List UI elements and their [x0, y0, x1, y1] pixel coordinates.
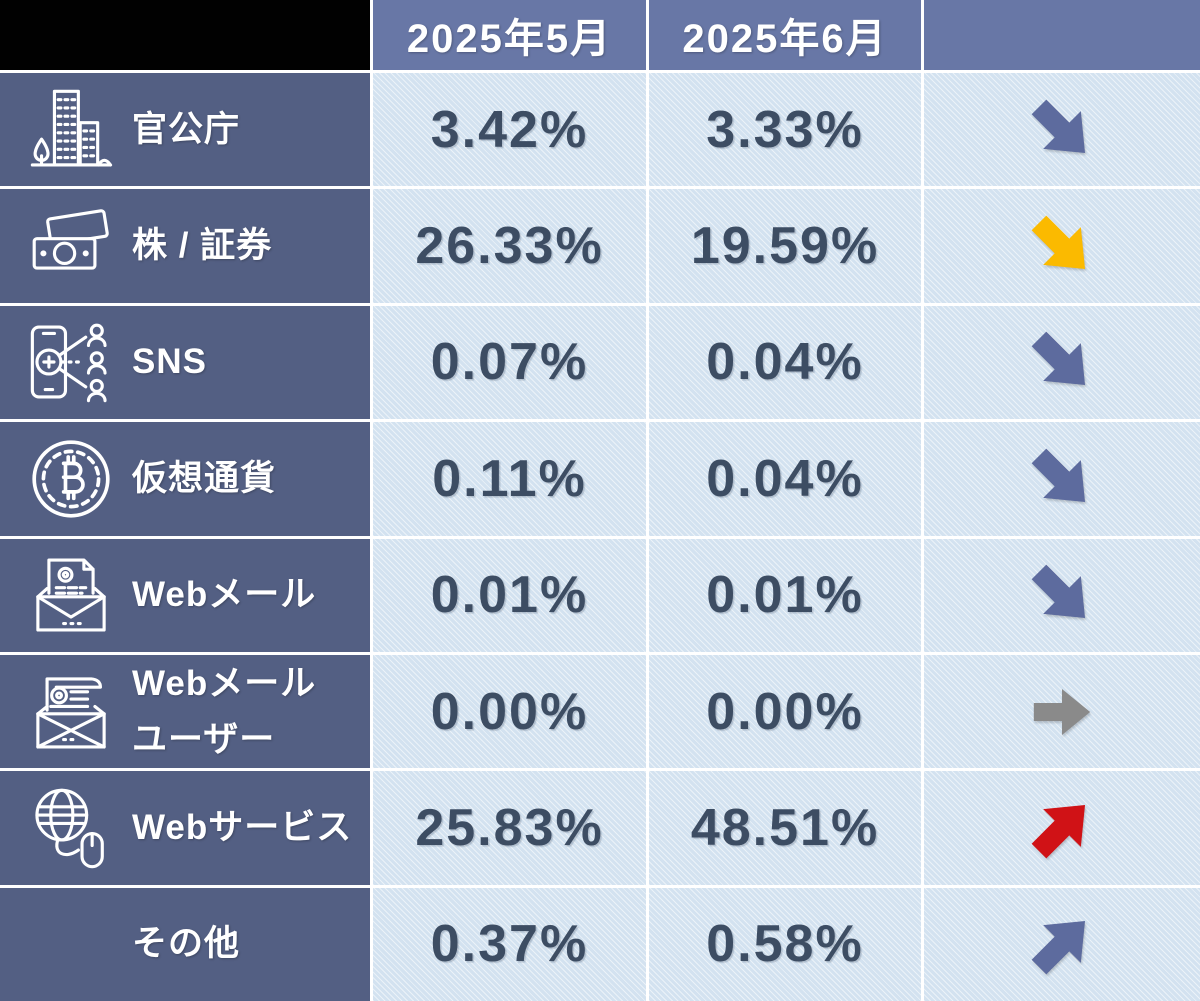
category-label: Webメール ユーザー — [132, 663, 317, 759]
trend-right-arrow-icon — [924, 654, 1200, 769]
webmail-user-icon — [18, 659, 124, 765]
category-cell: 仮想通貨 — [0, 422, 370, 536]
header-month-may: 2025年5月 — [373, 0, 646, 70]
category-cell: その他 — [0, 887, 370, 1001]
header-month-june: 2025年6月 — [649, 0, 921, 70]
category-label: SNS — [132, 342, 207, 382]
header-trend-empty — [924, 0, 1200, 70]
sns-share-icon — [18, 309, 124, 415]
trend-down-arrow-icon — [924, 189, 1200, 303]
trend-down-arrow-icon — [924, 73, 1200, 187]
trend-down-arrow-icon — [924, 538, 1200, 652]
value-may-cell: 0.07% — [373, 305, 646, 420]
value-may-cell: 0.37% — [373, 887, 646, 1001]
trend-down-arrow-icon — [924, 422, 1200, 536]
category-label: 仮想通貨 — [132, 458, 277, 498]
value-june-cell: 0.01% — [649, 538, 921, 652]
value-june-cell: 3.33% — [649, 73, 921, 187]
category-cell: 官公庁 — [0, 73, 370, 187]
category-label: Webメール — [132, 575, 317, 615]
value-may-cell: 0.01% — [373, 538, 646, 652]
category-cell: Webメール ユーザー — [0, 654, 370, 769]
category-label: Webサービス — [132, 807, 353, 847]
value-june-cell: 0.04% — [649, 422, 921, 536]
government-building-icon — [18, 77, 124, 183]
trend-up-arrow-icon — [924, 771, 1200, 885]
webmail-icon — [18, 542, 124, 648]
value-may-cell: 25.83% — [373, 771, 646, 885]
category-label: 株 / 証券 — [132, 226, 273, 266]
value-june-cell: 0.04% — [649, 305, 921, 420]
value-june-cell: 0.58% — [649, 887, 921, 1001]
category-cell: SNS — [0, 305, 370, 420]
banknote-icon — [18, 193, 124, 299]
category-label: 官公庁 — [132, 109, 241, 149]
value-may-cell: 0.11% — [373, 422, 646, 536]
value-may-cell: 26.33% — [373, 189, 646, 303]
bitcoin-icon — [18, 426, 124, 532]
value-june-cell: 19.59% — [649, 189, 921, 303]
value-may-cell: 3.42% — [373, 73, 646, 187]
category-label: その他 — [132, 924, 241, 964]
no-icon-spacer — [18, 891, 124, 997]
web-service-icon — [18, 775, 124, 881]
trend-down-arrow-icon — [924, 305, 1200, 420]
category-cell: Webサービス — [0, 771, 370, 885]
header-corner — [0, 0, 370, 70]
category-cell: 株 / 証券 — [0, 189, 370, 303]
value-june-cell: 48.51% — [649, 771, 921, 885]
value-june-cell: 0.00% — [649, 654, 921, 769]
category-cell: Webメール — [0, 538, 370, 652]
value-may-cell: 0.00% — [373, 654, 646, 769]
trend-up-arrow-icon — [924, 887, 1200, 1001]
